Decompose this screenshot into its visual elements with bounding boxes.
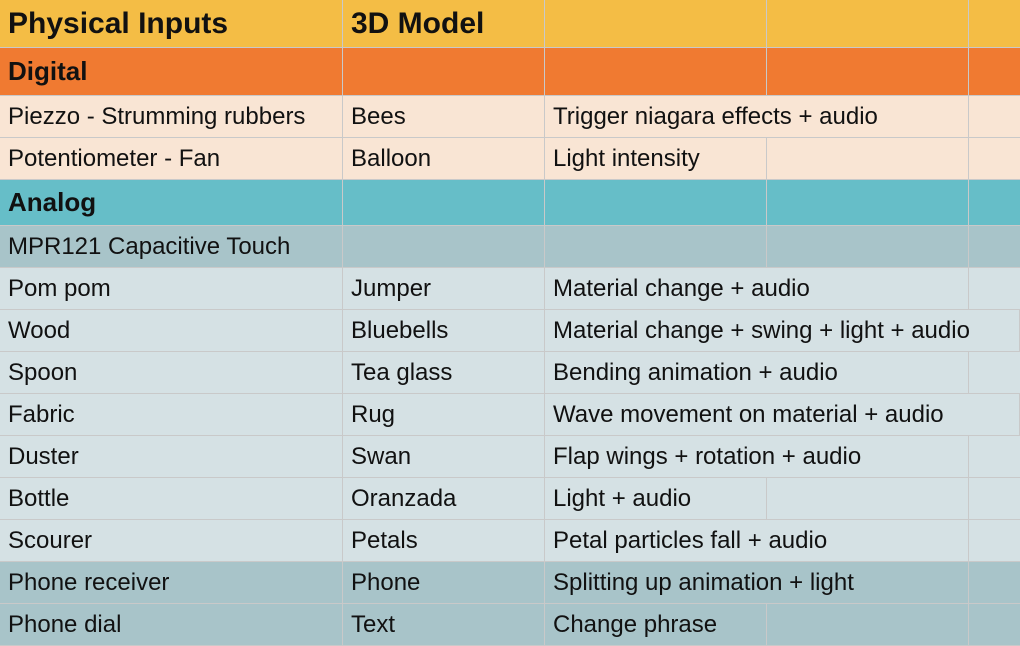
table-row: Scourer Petals Petal particles fall + au… — [0, 520, 1020, 562]
input-cell[interactable]: Duster — [0, 436, 343, 477]
empty-cell[interactable] — [343, 48, 545, 95]
action-cell[interactable]: Bending animation + audio — [545, 352, 969, 393]
model-cell[interactable]: Text — [343, 604, 545, 645]
model-cell[interactable]: Swan — [343, 436, 545, 477]
empty-cell[interactable] — [969, 352, 1020, 393]
section-digital-label[interactable]: Digital — [0, 48, 343, 95]
table-row: Pom pom Jumper Material change + audio — [0, 268, 1020, 310]
header-physical-inputs[interactable]: Physical Inputs — [0, 0, 343, 47]
header-empty-cell[interactable] — [767, 0, 969, 47]
input-cell[interactable]: Wood — [0, 310, 343, 351]
model-cell[interactable]: Phone — [343, 562, 545, 603]
empty-cell[interactable] — [545, 226, 767, 267]
input-cell[interactable]: Bottle — [0, 478, 343, 519]
table-row: Fabric Rug Wave movement on material + a… — [0, 394, 1020, 436]
empty-cell[interactable] — [969, 96, 1020, 137]
empty-cell[interactable] — [343, 226, 545, 267]
model-cell[interactable]: Jumper — [343, 268, 545, 309]
empty-cell[interactable] — [969, 268, 1020, 309]
header-3d-model[interactable]: 3D Model — [343, 0, 545, 47]
input-cell[interactable]: Pom pom — [0, 268, 343, 309]
input-cell[interactable]: Piezzo - Strumming rubbers — [0, 96, 343, 137]
table-row: Phone receiver Phone Splitting up animat… — [0, 562, 1020, 604]
header-empty-cell[interactable] — [545, 0, 767, 47]
empty-cell[interactable] — [767, 180, 969, 225]
model-cell[interactable]: Tea glass — [343, 352, 545, 393]
model-cell[interactable]: Rug — [343, 394, 545, 435]
subsection-mpr-label[interactable]: MPR121 Capacitive Touch — [0, 226, 343, 267]
empty-cell[interactable] — [969, 520, 1020, 561]
empty-cell[interactable] — [969, 180, 1020, 225]
action-cell[interactable]: Flap wings + rotation + audio — [545, 436, 969, 477]
empty-cell[interactable] — [767, 138, 969, 179]
input-cell[interactable]: Potentiometer - Fan — [0, 138, 343, 179]
action-cell[interactable]: Petal particles fall + audio — [545, 520, 969, 561]
table-row: Bottle Oranzada Light + audio — [0, 478, 1020, 520]
action-cell[interactable]: Material change + swing + light + audio — [545, 310, 1020, 351]
model-cell[interactable]: Petals — [343, 520, 545, 561]
action-cell[interactable]: Light intensity — [545, 138, 767, 179]
empty-cell[interactable] — [969, 604, 1020, 645]
input-cell[interactable]: Phone receiver — [0, 562, 343, 603]
model-cell[interactable]: Oranzada — [343, 478, 545, 519]
action-cell[interactable]: Trigger niagara effects + audio — [545, 96, 969, 137]
model-cell[interactable]: Bluebells — [343, 310, 545, 351]
empty-cell[interactable] — [969, 478, 1020, 519]
table-row: Phone dial Text Change phrase — [0, 604, 1020, 646]
empty-cell[interactable] — [969, 48, 1020, 95]
section-analog-row: Analog — [0, 180, 1020, 226]
header-empty-cell[interactable] — [969, 0, 1020, 47]
action-cell[interactable]: Wave movement on material + audio — [545, 394, 1020, 435]
table-row: Duster Swan Flap wings + rotation + audi… — [0, 436, 1020, 478]
empty-cell[interactable] — [343, 180, 545, 225]
model-cell[interactable]: Bees — [343, 96, 545, 137]
empty-cell[interactable] — [969, 226, 1020, 267]
section-digital-row: Digital — [0, 48, 1020, 96]
input-cell[interactable]: Spoon — [0, 352, 343, 393]
empty-cell[interactable] — [767, 604, 969, 645]
action-cell[interactable]: Splitting up animation + light — [545, 562, 969, 603]
empty-cell[interactable] — [545, 180, 767, 225]
subsection-mpr-row: MPR121 Capacitive Touch — [0, 226, 1020, 268]
table-row: Wood Bluebells Material change + swing +… — [0, 310, 1020, 352]
input-cell[interactable]: Fabric — [0, 394, 343, 435]
action-cell[interactable]: Light + audio — [545, 478, 767, 519]
empty-cell[interactable] — [969, 138, 1020, 179]
section-analog-label[interactable]: Analog — [0, 180, 343, 225]
model-cell[interactable]: Balloon — [343, 138, 545, 179]
empty-cell[interactable] — [767, 226, 969, 267]
action-cell[interactable]: Change phrase — [545, 604, 767, 645]
input-cell[interactable]: Phone dial — [0, 604, 343, 645]
input-cell[interactable]: Scourer — [0, 520, 343, 561]
table-row: Spoon Tea glass Bending animation + audi… — [0, 352, 1020, 394]
action-cell[interactable]: Material change + audio — [545, 268, 969, 309]
empty-cell[interactable] — [545, 48, 767, 95]
empty-cell[interactable] — [969, 562, 1020, 603]
empty-cell[interactable] — [767, 48, 969, 95]
table-row: Piezzo - Strumming rubbers Bees Trigger … — [0, 96, 1020, 138]
empty-cell[interactable] — [767, 478, 969, 519]
header-row: Physical Inputs 3D Model — [0, 0, 1020, 48]
table-row: Potentiometer - Fan Balloon Light intens… — [0, 138, 1020, 180]
empty-cell[interactable] — [969, 436, 1020, 477]
